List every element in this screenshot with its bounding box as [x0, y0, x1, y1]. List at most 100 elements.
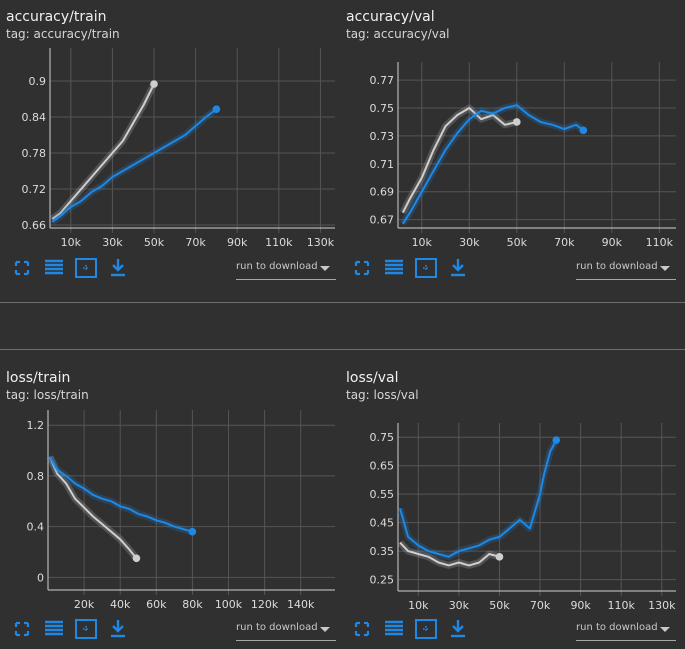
series-line[interactable]	[51, 108, 217, 223]
card-tag: tag: loss/val	[346, 388, 419, 402]
fullscreen-button[interactable]	[10, 257, 34, 279]
card-title: loss/val	[346, 370, 399, 386]
download-icon	[111, 620, 125, 638]
line-chart-accuracy-train[interactable]: 0.66 0.72 0.78 0.84 0.9 10k 30k 50k 70k 90k 110k 13…	[0, 0, 340, 256]
x-tick-label: 130k	[648, 599, 676, 612]
fullscreen-button[interactable]	[350, 257, 374, 279]
download-button[interactable]	[106, 618, 130, 640]
y-tick-label: 0.77	[370, 74, 395, 87]
x-tick-label: 40k	[110, 598, 131, 611]
data-table-button[interactable]	[42, 618, 66, 640]
series-raw-band	[396, 438, 560, 561]
x-tick-label: 110k	[608, 599, 636, 612]
run-to-download-select[interactable]: run to download	[236, 620, 336, 641]
download-button[interactable]	[446, 618, 470, 640]
fullscreen-icon	[354, 621, 370, 637]
card-loss-val: loss/val tag: loss/val 0.25 0.35 0.45 0.55 0…	[340, 361, 685, 649]
series-line[interactable]	[401, 107, 518, 214]
x-tick-label: 10k	[408, 599, 429, 612]
download-icon	[111, 259, 125, 277]
run-to-download-select[interactable]: run to download	[236, 259, 336, 280]
line-chart-loss-train[interactable]: 0 0.4 0.8 1.2 20k 40k 60k 80k 100k 120k 140k	[0, 361, 340, 617]
x-tick-label: 90k	[602, 236, 623, 249]
x-tick-label: 20k	[74, 598, 95, 611]
x-tick-label: 70k	[530, 599, 551, 612]
series-line[interactable]	[399, 439, 558, 558]
fit-domain-icon	[75, 258, 97, 278]
run-to-download-label: run to download	[236, 622, 318, 633]
y-tick-label: 0.75	[370, 102, 395, 115]
series-endpoint[interactable]	[150, 80, 158, 88]
chart-toolbar: run to download	[0, 618, 340, 648]
x-tick-label: 50k	[489, 599, 510, 612]
fit-domain-button[interactable]	[74, 257, 98, 279]
line-chart-accuracy-val[interactable]: 0.67 0.69 0.71 0.73 0.75 0.77 10k 30k 50k 70k 90k 1…	[340, 0, 685, 256]
series-endpoint[interactable]	[513, 118, 521, 126]
fullscreen-button[interactable]	[10, 618, 34, 640]
fit-domain-button[interactable]	[74, 618, 98, 640]
chevron-down-icon	[660, 627, 670, 632]
x-tick-label: 130k	[307, 236, 335, 249]
series-endpoint[interactable]	[579, 126, 588, 135]
y-tick-label: 1.2	[27, 419, 45, 432]
divider	[0, 349, 685, 350]
data-table-button[interactable]	[382, 618, 406, 640]
y-tick-label: 0.67	[370, 214, 395, 227]
card-tag: tag: accuracy/val	[346, 27, 450, 41]
series-line[interactable]	[399, 541, 500, 567]
y-tick-label: 0.69	[370, 186, 395, 199]
x-tick-label: 70k	[554, 236, 575, 249]
fit-domain-icon	[415, 619, 437, 639]
chevron-down-icon	[660, 266, 670, 271]
download-icon	[451, 259, 465, 277]
chart-toolbar: run to download	[340, 618, 680, 648]
x-tick-label: 140k	[287, 598, 315, 611]
y-tick-label: 0.72	[22, 183, 47, 196]
series-endpoint[interactable]	[212, 105, 221, 113]
line-chart-loss-val[interactable]: 0.25 0.35 0.45 0.55 0.65 0.75 10k 30k 50k 70k 90k 1…	[340, 361, 685, 617]
x-tick-label: 80k	[182, 598, 203, 611]
series-endpoint[interactable]	[552, 436, 561, 444]
y-tick-label: 0.66	[22, 219, 47, 232]
series-endpoint[interactable]	[495, 553, 504, 561]
x-tick-label: 10k	[61, 236, 82, 249]
fullscreen-icon	[14, 260, 30, 276]
y-tick-label: 0.73	[370, 130, 395, 143]
series-endpoint[interactable]	[132, 554, 141, 563]
x-tick-label: 100k	[215, 598, 243, 611]
card-tag: tag: accuracy/train	[6, 27, 120, 41]
x-tick-label: 50k	[144, 236, 165, 249]
fullscreen-button[interactable]	[350, 618, 374, 640]
y-tick-label: 0	[37, 571, 44, 584]
card-title: accuracy/train	[6, 9, 107, 25]
series-endpoint[interactable]	[188, 527, 197, 536]
divider	[0, 302, 685, 303]
x-tick-label: 60k	[146, 598, 167, 611]
y-tick-label: 0.55	[370, 488, 395, 501]
y-tick-label: 0.45	[370, 517, 395, 530]
y-tick-label: 0.4	[27, 521, 45, 534]
card-accuracy-train: accuracy/train tag: accuracy/train 0.66 0…	[0, 0, 340, 295]
x-tick-label: 30k	[459, 236, 480, 249]
series-line[interactable]	[51, 83, 155, 220]
series-line[interactable]	[401, 104, 584, 225]
data-table-icon	[45, 259, 63, 275]
fit-domain-button[interactable]	[414, 618, 438, 640]
download-button[interactable]	[106, 257, 130, 279]
y-tick-label: 0.9	[29, 75, 47, 88]
x-tick-label: 120k	[251, 598, 279, 611]
x-tick-label: 90k	[227, 236, 248, 249]
x-tick-label: 30k	[102, 236, 123, 249]
fit-domain-button[interactable]	[414, 257, 438, 279]
run-to-download-select[interactable]: run to download	[576, 259, 676, 280]
download-button[interactable]	[446, 257, 470, 279]
card-title: loss/train	[6, 370, 71, 386]
data-table-button[interactable]	[382, 257, 406, 279]
series-line[interactable]	[48, 456, 193, 533]
y-tick-label: 0.71	[370, 158, 395, 171]
data-table-button[interactable]	[42, 257, 66, 279]
x-tick-label: 90k	[570, 599, 591, 612]
series-line[interactable]	[48, 456, 138, 559]
download-icon	[451, 620, 465, 638]
run-to-download-select[interactable]: run to download	[576, 620, 676, 641]
